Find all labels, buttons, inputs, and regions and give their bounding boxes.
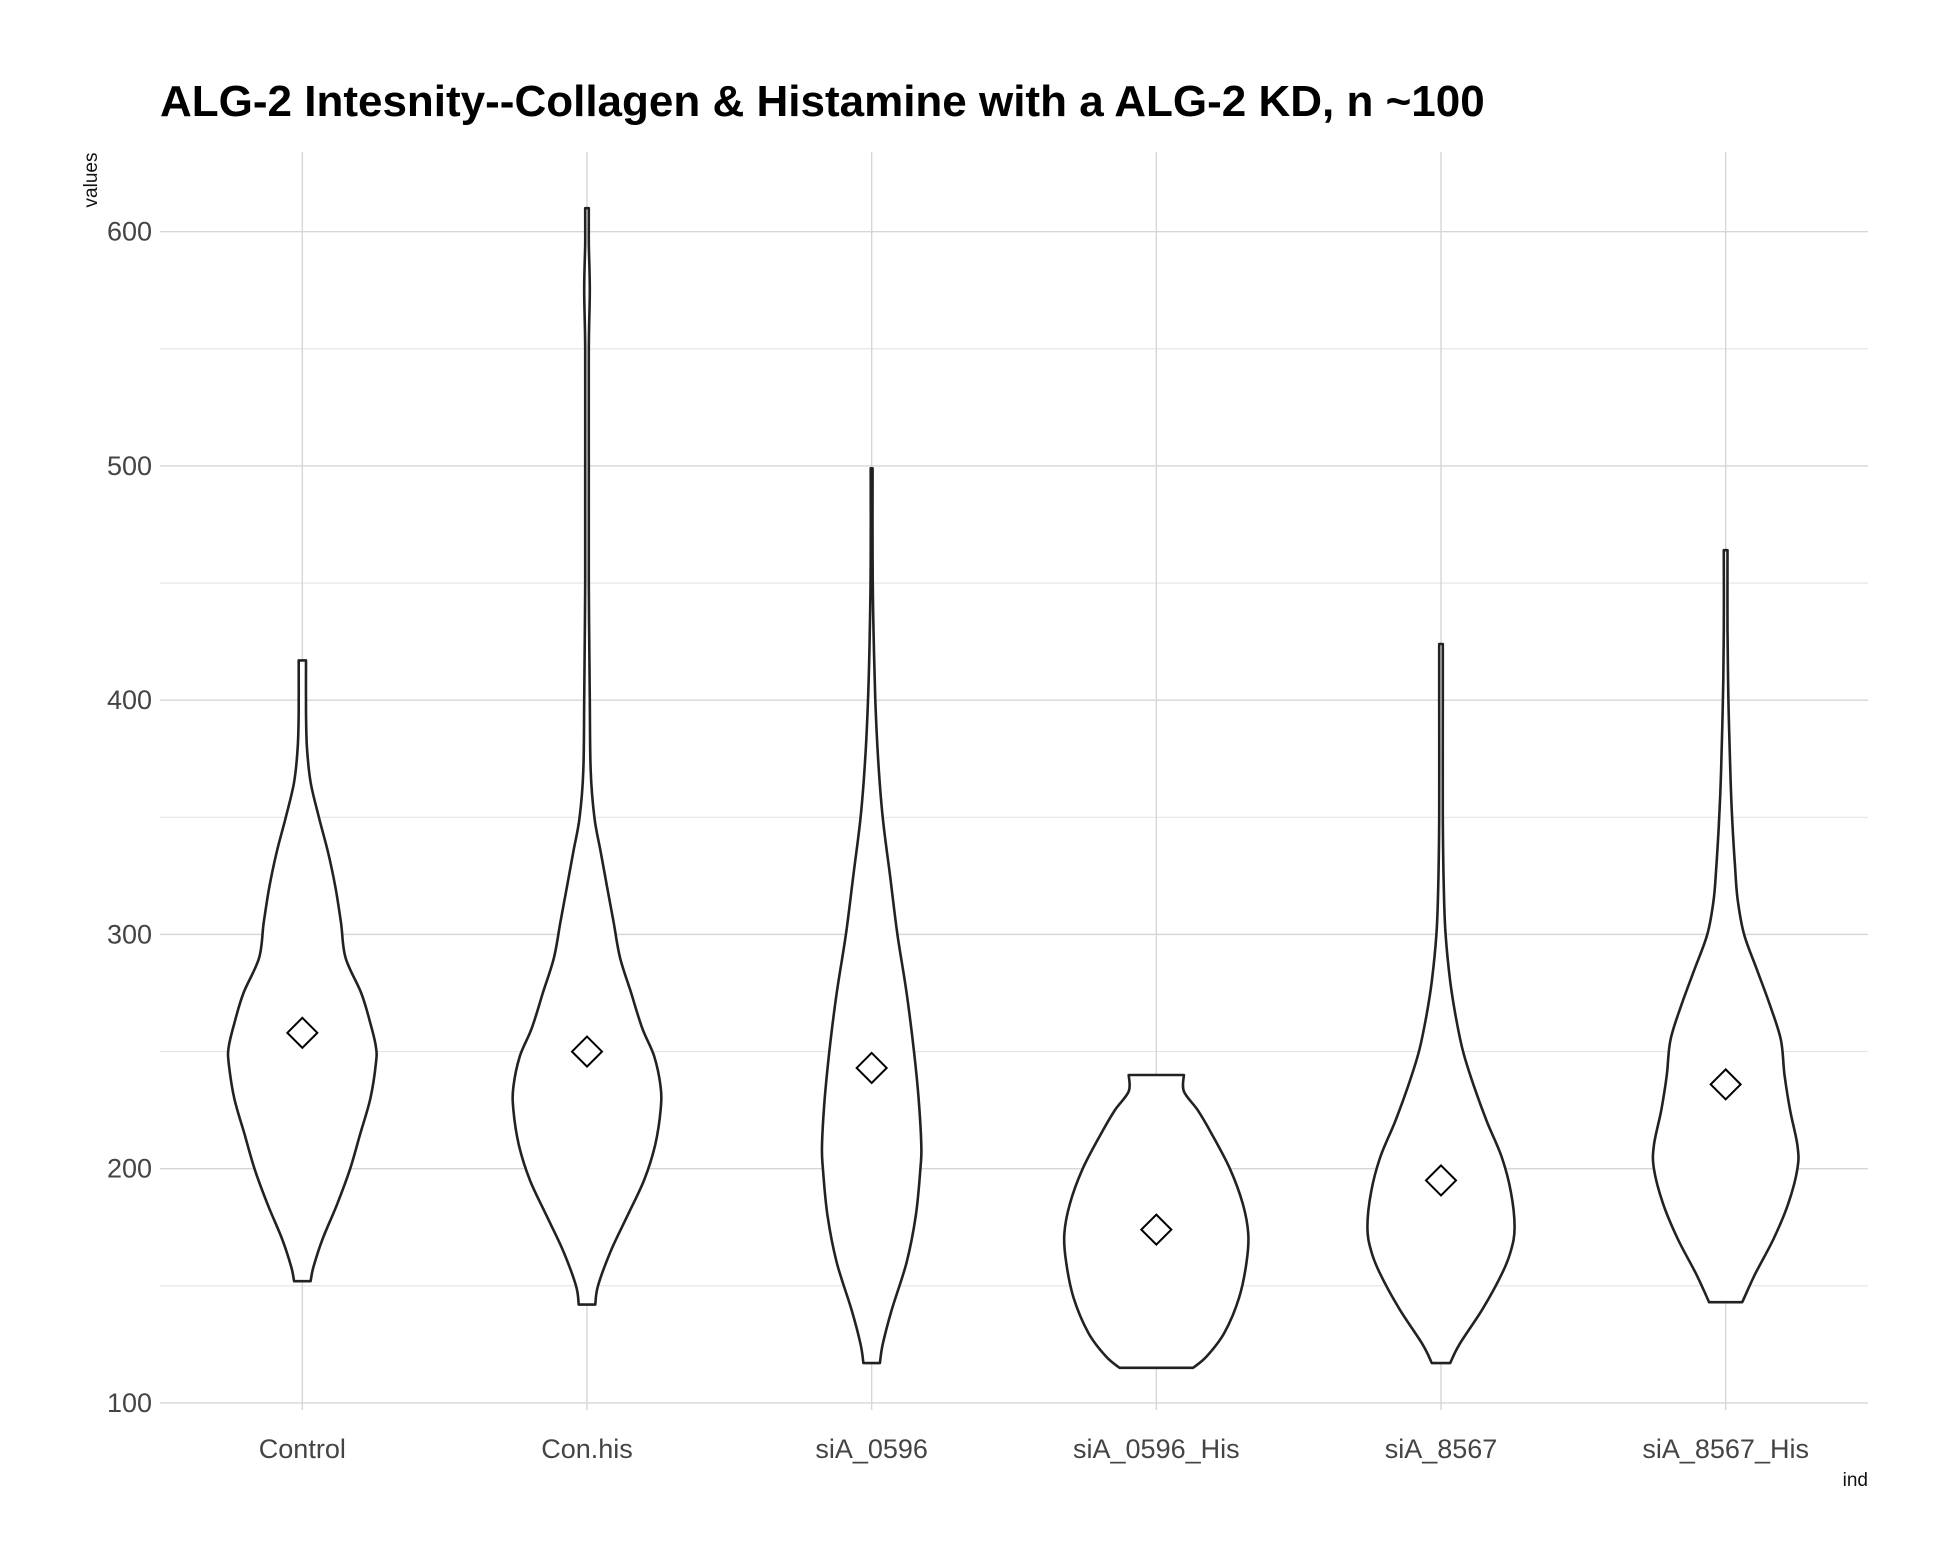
y-tick-label: 500	[107, 451, 152, 481]
violin-sia-8567	[1366, 642, 1516, 1365]
mean-marker-sia-8567-his	[1709, 1067, 1743, 1101]
x-tick-label: Control	[259, 1434, 346, 1464]
violin-con-his	[511, 206, 663, 1306]
x-tick-label: siA_8567_His	[1642, 1434, 1809, 1464]
x-tick-label: siA_0596_His	[1073, 1434, 1240, 1464]
y-tick-label: 100	[107, 1388, 152, 1418]
mean-marker-layer	[285, 1016, 1743, 1247]
chart-title: ALG-2 Intesnity--Collagen & Histamine wi…	[160, 77, 1485, 126]
x-tick-label: Con.his	[541, 1434, 633, 1464]
mean-marker-sia-0596-his	[1139, 1213, 1173, 1247]
x-axis-title: ind	[1843, 1470, 1868, 1491]
violin-control	[226, 659, 378, 1283]
x-tick-labels: Control Con.his siA_0596 siA_0596_His siA_85…	[259, 1434, 1809, 1464]
y-axis-title: values	[81, 153, 102, 208]
grid-layer	[160, 152, 1868, 1410]
y-tick-labels: 100 200 300 400 500 600	[107, 217, 152, 1418]
mean-marker-sia-8567	[1424, 1164, 1458, 1197]
y-tick-label: 400	[107, 685, 152, 715]
violin-sia-8567-his	[1651, 548, 1800, 1304]
mean-marker-control	[285, 1016, 319, 1050]
mean-marker-sia-0596	[855, 1051, 889, 1085]
y-tick-label: 200	[107, 1154, 152, 1184]
x-tick-label: siA_0596	[815, 1434, 928, 1464]
violin-sia-0596	[820, 467, 923, 1365]
y-tick-label: 600	[107, 217, 152, 247]
x-tick-label: siA_8567	[1385, 1434, 1498, 1464]
mean-marker-con-his	[570, 1035, 604, 1068]
y-tick-label: 300	[107, 919, 152, 949]
violin-layer	[226, 206, 1800, 1370]
